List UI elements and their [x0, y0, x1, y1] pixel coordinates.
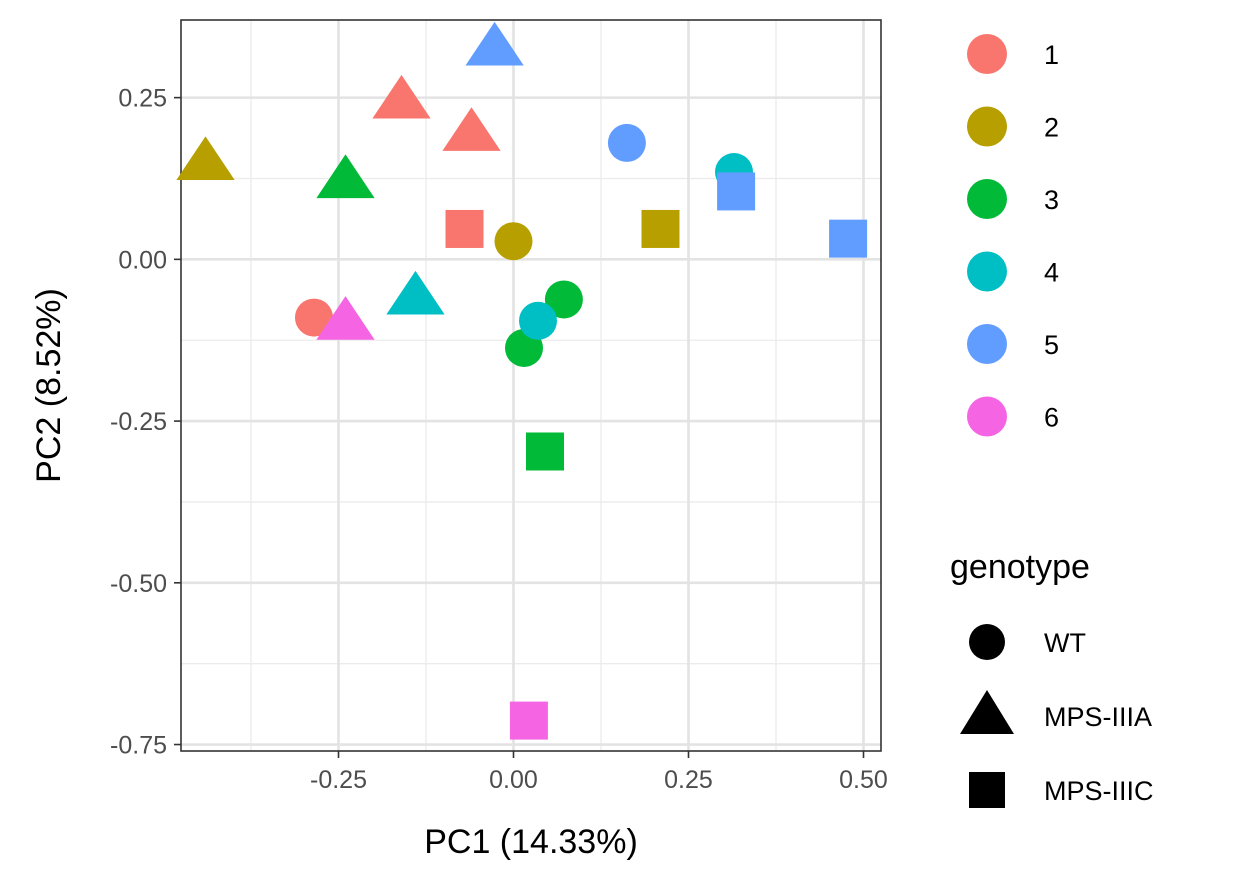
point-group-5-wt: [607, 123, 646, 162]
y-tick-label: 0.00: [118, 246, 167, 274]
point-group-1-mps-iiia: [442, 107, 501, 151]
legend-key-mps-iiia: [960, 690, 1014, 734]
legend-label-5: 5: [1044, 330, 1059, 360]
legend-label-4: 4: [1044, 258, 1059, 288]
point-group-6-mps-iiia: [316, 296, 375, 340]
legend-key-3: [967, 179, 1007, 219]
point-group-4-wt: [519, 301, 557, 340]
point-group-5-mps-iiia: [465, 21, 524, 66]
legend-label-3: 3: [1044, 185, 1059, 215]
color-legend: 1 2 3 4 5 6: [967, 34, 1059, 437]
legend-label-2: 2: [1044, 113, 1059, 143]
legend-key-2: [967, 106, 1007, 147]
point-group-1-mps-iiia: [372, 74, 431, 119]
legend-key-mps-iiic: [969, 772, 1005, 808]
legend-key-5: [967, 324, 1007, 364]
legend-key-4: [967, 251, 1007, 292]
plot-panel-border: [180, 19, 882, 752]
axis-ticks: -0.25 0.00 0.25 0.50 0.25 0.00 -0.25 -0.50 -0.75: [110, 85, 888, 794]
legend-label-6: 6: [1044, 403, 1059, 433]
data-points: [176, 21, 868, 740]
x-tick-label: 0.00: [489, 766, 538, 794]
point-group-6-mps-iiic: [509, 701, 548, 740]
point-group-5-mps-iiic: [717, 172, 756, 211]
point-group-3-mps-iiia: [316, 154, 375, 199]
y-tick-label: -0.50: [110, 570, 167, 598]
legend-label-mps-iiic: MPS-IIIC: [1044, 776, 1154, 806]
point-group-2-mps-iiic: [641, 209, 680, 248]
point-group-2-mps-iiia: [176, 136, 235, 180]
point-group-2-wt: [494, 222, 533, 261]
point-group-1-wt: [295, 298, 333, 337]
x-tick-label: 0.50: [839, 766, 888, 794]
grid-lines: [181, 20, 881, 751]
shape-legend: WT MPS-IIIA MPS-IIIC: [960, 624, 1154, 808]
legend-label-mps-iiia: MPS-IIIA: [1044, 702, 1152, 732]
y-tick-label: -0.25: [110, 408, 167, 436]
shape-legend-title: genotype: [950, 548, 1090, 586]
point-group-1-mps-iiic: [445, 209, 484, 248]
y-axis-title: PC2 (8.52%): [30, 288, 68, 483]
point-group-3-wt: [544, 280, 583, 319]
legend-label-1: 1: [1044, 40, 1059, 70]
y-tick-label: 0.25: [118, 85, 167, 113]
point-group-3-mps-iiic: [526, 432, 564, 471]
legend-key-wt: [969, 624, 1005, 660]
x-axis-title: PC1 (14.33%): [424, 823, 638, 861]
legend-key-6: [967, 396, 1007, 437]
y-tick-label: -0.75: [110, 732, 167, 760]
x-tick-label: 0.25: [664, 766, 713, 794]
point-group-4-mps-iiia: [386, 270, 445, 315]
point-group-5-mps-iiic: [829, 219, 868, 258]
x-tick-label: -0.25: [310, 766, 367, 794]
legend-label-wt: WT: [1044, 628, 1086, 658]
legend-key-1: [967, 34, 1007, 74]
